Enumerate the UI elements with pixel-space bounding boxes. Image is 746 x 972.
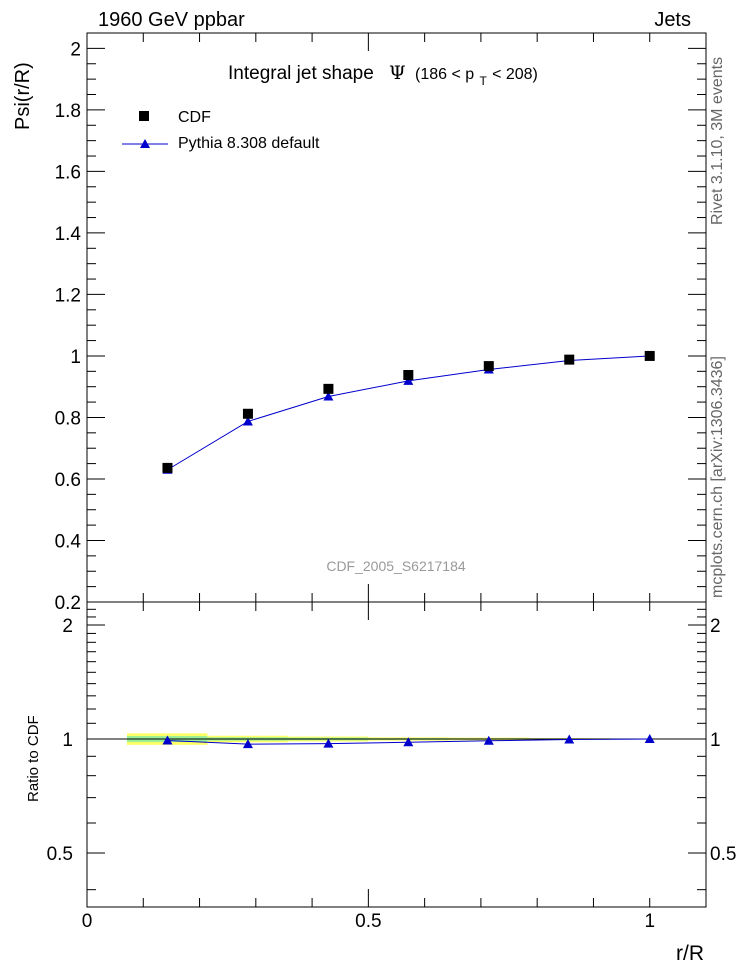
- ratio-ylabel: Ratio to CDF: [25, 715, 42, 802]
- main-title: Integral jet shape Ψ (186 < p T < 208): [228, 62, 538, 90]
- watermark: CDF_2005_S6217184: [326, 558, 466, 574]
- cdf-point: [242, 408, 253, 419]
- x-axis-label: r/R: [676, 942, 704, 965]
- legend-pythia-marker: [140, 139, 150, 148]
- ratio-frame: [86, 601, 707, 908]
- legend: CDF Pythia 8.308 default: [122, 109, 320, 152]
- ratio-point: [403, 737, 414, 747]
- main-ytick-label: 1: [70, 347, 81, 368]
- main-ytick-label: 1.8: [55, 101, 81, 122]
- ratio-point: [564, 734, 575, 744]
- xtick-label: 1: [644, 911, 655, 932]
- main-ytick-label: 1.2: [55, 285, 81, 306]
- cdf-point: [644, 350, 655, 361]
- xtick-label: 0.5: [355, 911, 381, 932]
- ratio-ytick-label-right: 0.5: [710, 844, 736, 865]
- ratio-point: [323, 738, 334, 748]
- cdf-point: [483, 361, 494, 372]
- legend-cdf-label: CDF: [178, 109, 211, 126]
- title-range: (186 < p: [415, 66, 474, 83]
- cdf-point: [403, 370, 414, 381]
- cdf-point: [162, 462, 173, 473]
- pythia-point: [403, 375, 414, 385]
- cdf-point: [564, 354, 575, 365]
- ratio-point: [242, 739, 253, 749]
- title-symbol: Ψ: [389, 62, 406, 84]
- ratio-ytick-label: 0.5: [47, 844, 73, 865]
- header-left: 1960 GeV ppbar: [98, 9, 245, 31]
- ratio-point: [644, 733, 655, 743]
- main-ytick-label: 1.4: [55, 224, 82, 245]
- main-ylabel: Psi(r/R): [12, 62, 34, 130]
- main-ytick-label: 0.6: [55, 470, 81, 491]
- main-plot: 0.2 0.4 0.6 0.8 1 1.2 1.4 1.6 1.8 2: [55, 32, 707, 614]
- main-ytick-label: 0.2: [55, 593, 81, 614]
- title-range-end: < 208): [492, 66, 538, 83]
- main-ytick-label: 0.4: [55, 531, 82, 552]
- header-right: Jets: [654, 9, 691, 31]
- ratio-plot: 0.5 0.5 1 1 2 2 0 0.5 1: [47, 601, 736, 932]
- legend-cdf-marker: [139, 111, 149, 121]
- ratio-ytick-label: 1: [62, 730, 73, 751]
- ratio-ytick-label-right: 2: [710, 616, 721, 637]
- pythia-point: [323, 391, 334, 401]
- side-text-top: Rivet 3.1.10, 3M events: [709, 57, 726, 225]
- ratio-point: [162, 735, 173, 745]
- pythia-point: [242, 416, 253, 426]
- side-text-bottom: mcplots.cern.ch [arXiv:1306.3436]: [709, 356, 726, 598]
- cdf-point: [323, 383, 334, 394]
- legend-pythia-label: Pythia 8.308 default: [178, 135, 320, 152]
- main-ytick-label: 0.8: [55, 408, 81, 429]
- main-ytick-label: 1.6: [55, 162, 81, 183]
- ratio-ytick-label: 2: [62, 616, 73, 637]
- title-main: Integral jet shape: [228, 63, 374, 84]
- title-sub: T: [479, 74, 487, 88]
- ratio-ytick-label-right: 1: [710, 730, 721, 751]
- main-ytick-label: 2: [70, 39, 81, 60]
- ratio-point: [483, 735, 494, 745]
- xtick-label: 0: [82, 911, 93, 932]
